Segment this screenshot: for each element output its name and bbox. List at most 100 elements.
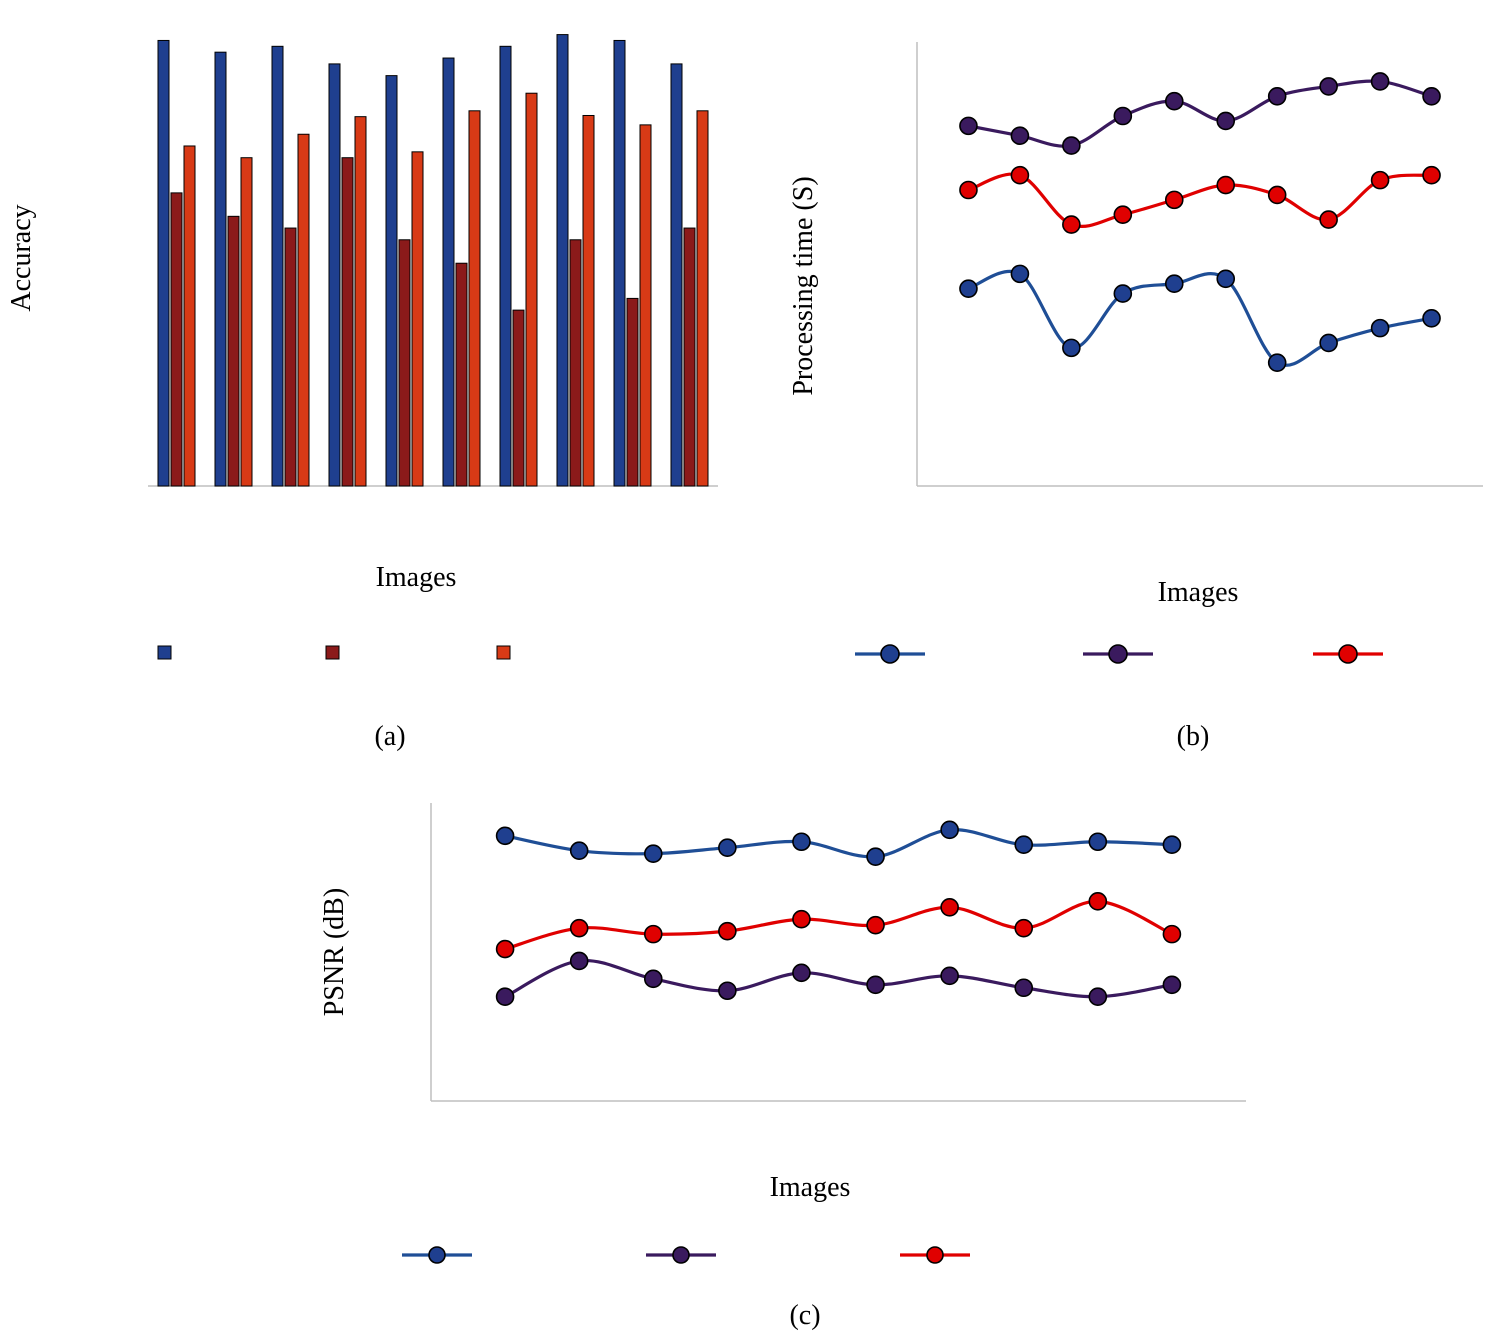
chart-b-point-proposed-img-5: [1164, 274, 1184, 294]
chart-b-legend-marker: [880, 644, 900, 664]
chart-a-bar-proposed-img-5: [385, 75, 398, 487]
chart-c-point-low-pass-filter-img-8: [1014, 978, 1034, 998]
chart-c-point-low-pass-filter-img-1: [495, 987, 515, 1007]
chart-a-bar-proposed-img-9: [613, 39, 626, 487]
chart-b-series-line-ann: [967, 172, 1432, 228]
chart-c-point-low-pass-filter-img-9: [1088, 987, 1108, 1007]
chart-a-bar-ann-img-10: [696, 110, 709, 487]
chart-b-point-ann-img-6: [1216, 175, 1236, 195]
chart-c-point-median-filter-img-9: [1088, 832, 1108, 852]
chart-a-bar-ann-img-8: [582, 114, 595, 487]
chart-a-bar-knn-11--img-5: [398, 239, 411, 487]
chart-c-legend-marker: [428, 1246, 446, 1264]
chart-c-point-gaussia-n-filter-7-img-2: [569, 918, 589, 938]
chart-c-point-gaussia-n-filter-7-img-9: [1088, 892, 1108, 911]
chart-a-bar-ann-img-7: [525, 92, 538, 487]
chart-a-legend-swatch: [496, 645, 511, 660]
chart-b-point-ann-img-2: [1010, 165, 1030, 185]
chart-b-caption: (b): [1177, 721, 1210, 752]
chart-b-point-proposed-img-10: [1422, 308, 1441, 328]
chart-c-caption: (c): [789, 1300, 820, 1331]
chart-b-point-proposed-img-2: [1010, 264, 1030, 284]
chart-b-point-proposed-img-9: [1370, 318, 1390, 338]
chart-a-bar-proposed-img-2: [214, 51, 227, 487]
chart-a-bar-knn-11--img-3: [284, 227, 297, 487]
chart-b-point-ann-img-1: [959, 180, 978, 200]
chart-c-point-gaussia-n-filter-7-img-4: [718, 921, 737, 941]
chart-a-bar-proposed-img-7: [499, 45, 512, 487]
chart-b-legend-marker: [1108, 644, 1128, 664]
chart-c-point-gaussia-n-filter-7-img-1: [495, 939, 515, 959]
chart-a-caption: (a): [374, 721, 405, 752]
chart-b-point-proposed-img-4: [1113, 284, 1133, 303]
chart-c-ylabel: PSNR (dB): [319, 888, 350, 1016]
chart-c-point-gaussia-n-filter-7-img-7: [940, 897, 959, 917]
chart-b-legend: [855, 644, 1383, 664]
chart-b-point-proposed-img-8: [1319, 333, 1338, 353]
chart-c-point-median-filter-img-4: [718, 838, 737, 858]
chart-a-bar-knn-11--img-10: [683, 227, 696, 487]
chart-a-bar-proposed-img-4: [328, 63, 341, 487]
chart-a-bar-knn-11--img-8: [569, 239, 582, 487]
chart-c-point-median-filter-img-7: [940, 820, 959, 840]
chart-a-bar-ann-img-6: [468, 110, 481, 487]
chart-c-series-line-median-filter: [504, 828, 1172, 859]
chart-b-point-knn-11-img-9: [1370, 72, 1390, 91]
chart-c-point-low-pass-filter-img-10: [1162, 975, 1182, 995]
chart-b-point-ann-img-10: [1422, 165, 1441, 185]
chart-c-point-low-pass-filter-img-2: [569, 951, 589, 971]
chart-b-point-knn-11-img-6: [1216, 111, 1236, 131]
chart-a-bar-proposed-img-6: [442, 57, 455, 487]
chart-a-bar-knn-11--img-1: [170, 192, 183, 487]
chart-b-point-knn-11-img-10: [1422, 86, 1441, 106]
chart-c-point-low-pass-filter-img-7: [940, 966, 959, 986]
chart-b-point-proposed-img-6: [1216, 269, 1236, 289]
chart-a-bar-ann-img-5: [411, 151, 424, 487]
chart-c-point-median-filter-img-1: [495, 826, 515, 846]
chart-c-legend: [402, 1246, 970, 1264]
chart-c-point-low-pass-filter-img-3: [643, 969, 663, 989]
chart-c-point-low-pass-filter-img-5: [792, 963, 811, 983]
chart-c-point-median-filter-img-5: [792, 832, 811, 852]
chart-b-point-knn-11-img-1: [959, 116, 978, 136]
chart-b-series-line-proposed: [967, 269, 1432, 367]
chart-b-series-line-knn-11: [968, 79, 1433, 148]
chart-c-point-low-pass-filter-img-4: [718, 981, 737, 1001]
chart-b-point-knn-11-img-5: [1164, 91, 1184, 111]
chart-c-series-line-low-pass-filter: [504, 959, 1173, 999]
chart-a-bar-knn-11--img-2: [227, 215, 240, 487]
chart-a-bar-proposed-img-3: [271, 45, 284, 487]
chart-c-point-gaussia-n-filter-7-img-10: [1162, 924, 1182, 944]
chart-b-point-ann-img-3: [1062, 215, 1081, 234]
chart-a-bar-ann-img-3: [297, 133, 310, 487]
chart-a-ylabel: Accuracy: [6, 204, 37, 311]
chart-c-psnr-line-chart: PSNR (dB) Images (c): [319, 803, 1246, 1331]
chart-a-xlabel: Images: [376, 562, 457, 593]
chart-c-series-line-gaussia-n-filter-7: [504, 899, 1173, 951]
chart-c-legend-marker: [926, 1246, 944, 1264]
chart-b-point-knn-11-img-7: [1267, 86, 1287, 106]
chart-a-bar-ann-img-9: [639, 124, 652, 487]
chart-a-bar-knn-11--img-7: [512, 309, 525, 487]
chart-c-point-median-filter-img-6: [866, 847, 885, 866]
chart-c-point-low-pass-filter-img-6: [866, 975, 885, 995]
chart-b-point-knn-11-img-2: [1010, 126, 1030, 146]
chart-b-processing-time-line-chart: Processing time (S) Images (b): [788, 42, 1483, 752]
chart-c-point-gaussia-n-filter-7-img-3: [643, 924, 663, 944]
chart-a-legend-swatch: [157, 645, 172, 660]
chart-a-bar-knn-11--img-9: [626, 297, 639, 487]
chart-a-legend-swatch: [325, 645, 340, 660]
chart-b-point-ann-img-5: [1164, 190, 1184, 210]
chart-b-point-knn-11-img-3: [1062, 136, 1081, 155]
chart-c-point-median-filter-img-8: [1014, 835, 1034, 855]
chart-a-bar-ann-img-4: [354, 116, 367, 487]
chart-b-point-knn-11-img-4: [1113, 106, 1133, 126]
chart-a-bar-proposed-img-1: [157, 39, 170, 487]
chart-b-point-ann-img-8: [1319, 210, 1338, 229]
chart-a-bar-knn-11--img-4: [341, 157, 354, 487]
chart-a-bar-proposed-img-8: [556, 34, 569, 487]
chart-c-legend-marker: [672, 1246, 690, 1264]
chart-b-ylabel: Processing time (S): [788, 176, 819, 395]
chart-c-point-gaussia-n-filter-7-img-5: [792, 909, 811, 929]
